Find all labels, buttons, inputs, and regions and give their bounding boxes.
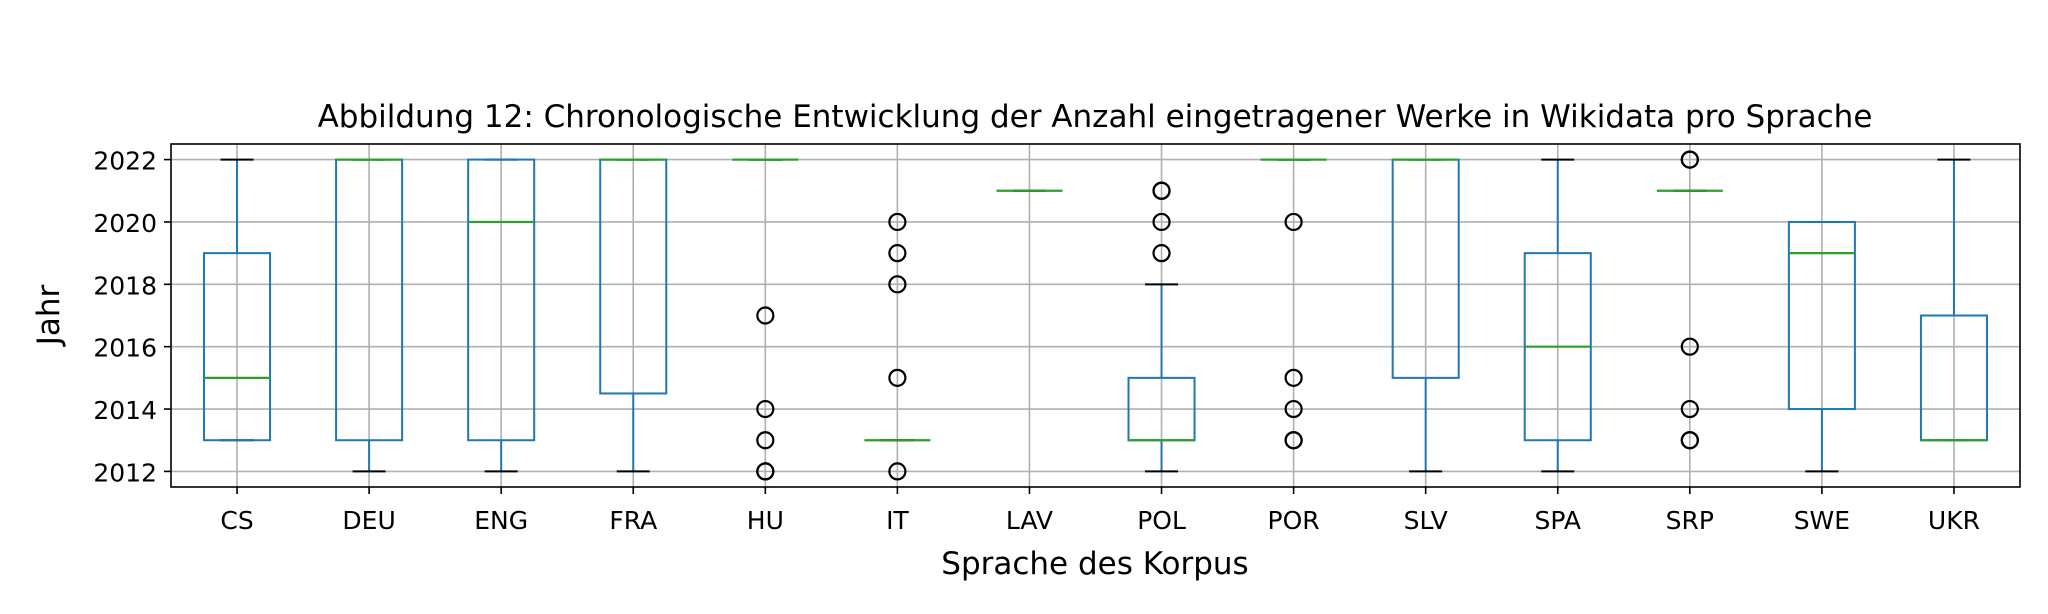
iqr-box bbox=[203, 252, 272, 442]
y-axis-label: Jahr bbox=[31, 284, 67, 347]
x-tick-label: DEU bbox=[342, 506, 395, 535]
outlier-point bbox=[1680, 337, 1699, 356]
outlier-point bbox=[756, 306, 775, 325]
x-tick-label: POR bbox=[1268, 506, 1320, 535]
outlier-point bbox=[888, 368, 907, 387]
box-ukr bbox=[1919, 158, 1988, 442]
chart-title: Abbildung 12: Chronologische Entwicklung… bbox=[318, 99, 1873, 135]
iqr-box bbox=[1787, 220, 1856, 411]
iqr-box bbox=[467, 158, 536, 442]
box-slv bbox=[1391, 158, 1460, 473]
grid-lines bbox=[171, 144, 2020, 487]
y-tick-label: 2018 bbox=[93, 271, 157, 300]
outlier-point bbox=[1152, 212, 1171, 232]
outlier-point bbox=[1680, 399, 1699, 419]
y-tick-label: 2012 bbox=[93, 458, 157, 487]
x-tick-label: SPA bbox=[1535, 506, 1581, 535]
outlier-point bbox=[1680, 431, 1699, 450]
outlier-point bbox=[888, 462, 907, 481]
x-axis-label: Sprache des Korpus bbox=[941, 546, 1248, 582]
y-tick-label: 2020 bbox=[93, 209, 157, 238]
y-tick-label: 2014 bbox=[93, 396, 157, 425]
outlier-point bbox=[888, 212, 907, 232]
x-tick-label: ENG bbox=[474, 506, 528, 535]
y-tick-label: 2016 bbox=[93, 334, 157, 363]
outlier-point bbox=[1680, 150, 1699, 169]
outlier-point bbox=[1152, 181, 1171, 200]
outlier-point bbox=[1284, 368, 1303, 387]
outlier-point bbox=[1284, 399, 1303, 419]
box-fra bbox=[599, 158, 668, 473]
box-series bbox=[203, 150, 1988, 481]
x-tick-label: FRA bbox=[609, 506, 657, 535]
y-axis: 2012 2014 2016 2018 2020 2022 bbox=[93, 147, 171, 487]
outlier-point bbox=[756, 431, 775, 450]
y-tick-label: 2022 bbox=[93, 147, 157, 176]
box-hu bbox=[732, 158, 799, 481]
box-srp bbox=[1656, 150, 1723, 450]
x-axis: CS DEU ENG FRA HU IT LAV POL POR SLV SPA SRP SWE UKR bbox=[220, 487, 1980, 535]
box-cs bbox=[203, 158, 272, 442]
x-tick-label: SRP bbox=[1666, 506, 1714, 535]
box-swe bbox=[1787, 220, 1856, 473]
outlier-point bbox=[888, 275, 907, 294]
outlier-point bbox=[888, 244, 907, 263]
plot-frame bbox=[170, 143, 2021, 488]
x-tick-label: UKR bbox=[1928, 506, 1980, 535]
x-tick-label: POL bbox=[1137, 506, 1186, 535]
outlier-point bbox=[756, 462, 775, 481]
box-deu bbox=[335, 158, 404, 473]
outlier-point bbox=[1284, 212, 1303, 232]
x-tick-label: HU bbox=[747, 506, 784, 535]
x-tick-label: SLV bbox=[1404, 506, 1448, 535]
box-por bbox=[1260, 158, 1327, 450]
x-tick-label: LAV bbox=[1006, 506, 1053, 535]
box-pol bbox=[1127, 181, 1196, 473]
outlier-point bbox=[756, 399, 775, 419]
x-tick-label: SWE bbox=[1794, 506, 1850, 535]
outlier-point bbox=[1284, 431, 1303, 450]
box-spa bbox=[1523, 158, 1592, 473]
box-it bbox=[864, 212, 931, 481]
box-eng bbox=[467, 158, 536, 473]
x-tick-label: IT bbox=[886, 506, 909, 535]
outlier-point bbox=[1152, 244, 1171, 263]
x-tick-label: CS bbox=[220, 506, 253, 535]
